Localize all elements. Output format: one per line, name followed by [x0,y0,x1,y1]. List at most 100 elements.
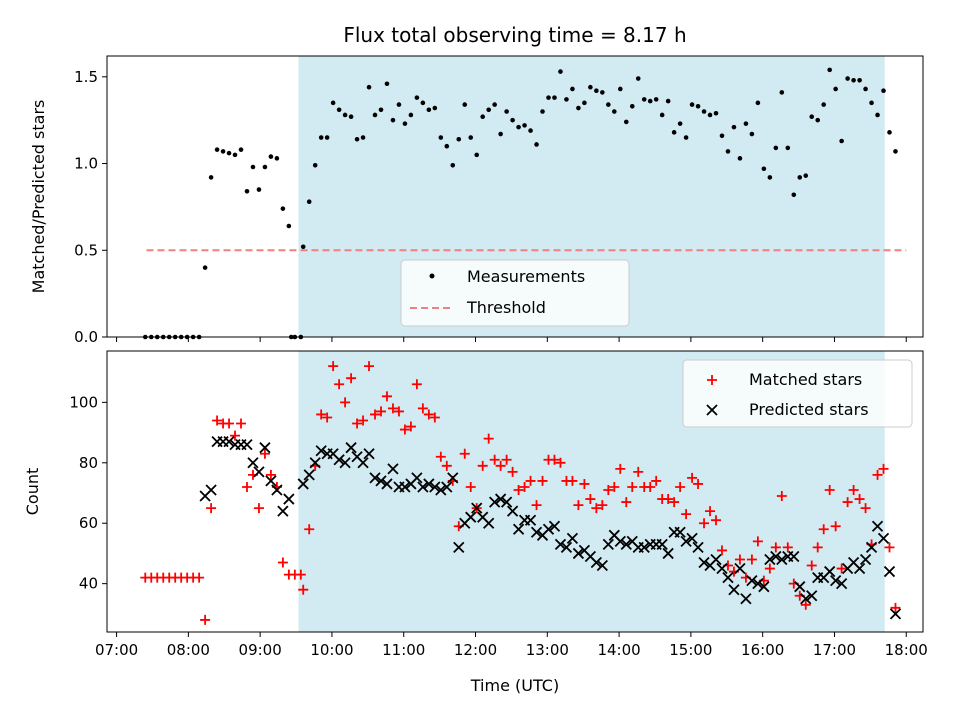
data-point [309,457,321,469]
x-axis-label: Time (UTC) [470,676,559,695]
data-point [423,478,435,490]
data-point [746,554,757,565]
data-point [809,114,815,120]
data-point [438,135,444,140]
data-point [370,409,381,420]
data-point [570,86,575,92]
series-matched-stars [140,361,901,625]
data-point [333,454,345,466]
data-point [369,472,381,484]
data-point [465,511,477,523]
data-point [232,152,238,158]
data-point [549,454,560,465]
data-point [773,145,779,151]
data-point [552,95,557,100]
data-point [647,98,653,104]
data-point [806,590,818,602]
data-point [542,523,555,535]
data-point [585,494,596,505]
data-point [558,69,563,74]
data-point [447,472,459,484]
data-point [316,409,327,420]
data-point [824,565,836,578]
data-point [506,505,519,517]
data-point [393,406,404,417]
data-point [806,560,817,571]
data-point [853,562,866,575]
data-point [719,133,725,139]
data-point [423,409,434,420]
data-point [283,493,295,505]
data-point [280,206,286,211]
data-point [504,109,509,114]
data-point [387,463,399,475]
data-point [830,521,841,532]
data-point [651,475,662,486]
data-point [390,117,396,123]
data-point [797,175,803,180]
x-tick-label: 18:00 [885,641,928,659]
data-point [776,553,788,566]
data-point [609,481,620,492]
x-tick-label: 12:00 [454,641,497,659]
data-point [683,135,689,140]
data-point [250,164,256,170]
y-tick-label: 100 [69,393,98,411]
data-point [824,484,835,495]
axes-frame [106,350,924,633]
data-point [579,478,590,489]
data-point [220,149,226,154]
bottom-panel: 07:00 08:00 09:00 10:00 11:00 12:00 13:00 14:00… [23,350,928,695]
data-point [734,554,745,565]
x-tick-label: 08:00 [167,641,210,659]
data-point [716,545,727,556]
data-point [752,536,763,547]
data-point [779,90,785,95]
data-point [483,517,495,529]
data-point [638,541,650,554]
legend: Measurements Threshold [400,259,630,327]
data-point [495,493,507,505]
data-point [200,614,211,625]
data-point [265,469,276,480]
data-point [268,154,274,159]
data-point [645,481,656,492]
data-point [629,104,635,109]
legend-label: Predicted stars [749,400,869,419]
data-point [573,500,584,511]
data-point [453,541,465,554]
data-point [444,143,450,149]
data-point [746,574,758,587]
data-point [818,524,829,535]
data-point [236,418,247,429]
data-point [429,412,440,423]
data-point [883,565,896,578]
data-point [734,562,746,575]
data-point [465,481,476,492]
data-point [330,100,336,106]
data-point [334,379,345,390]
data-point [884,542,895,553]
data-point [707,112,713,118]
data-point [312,162,318,168]
data-point [322,412,333,423]
data-point [548,520,561,532]
data-point [241,481,252,492]
data-point [872,469,883,480]
data-point [208,175,214,180]
data-point [364,361,375,372]
data-point [785,145,791,151]
data-point [782,542,793,553]
data-point [513,484,524,495]
data-point [827,67,832,73]
data-point [304,524,315,535]
data-point [381,391,392,402]
data-point [854,494,865,505]
data-point [600,90,605,95]
data-point [767,175,773,180]
data-point [695,104,701,109]
data-point [791,192,797,198]
data-point [224,418,235,429]
data-point [582,100,587,106]
data-point [486,107,491,113]
